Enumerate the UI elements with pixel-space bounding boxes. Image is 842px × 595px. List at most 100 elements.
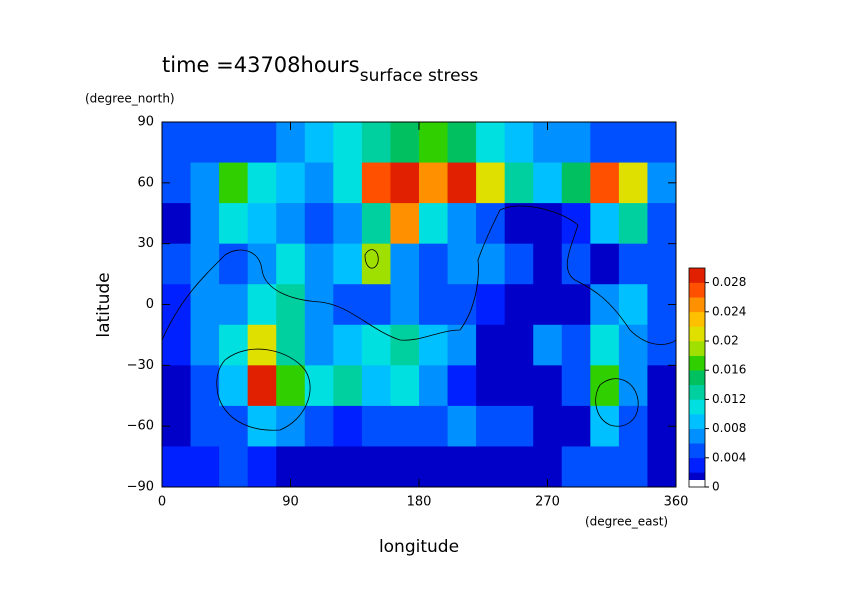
- colorbar-segment: [689, 428, 705, 444]
- colorbar-segment: [689, 282, 705, 298]
- field-cell: [219, 162, 249, 204]
- field-cell: [618, 203, 648, 245]
- field-cell: [361, 162, 391, 204]
- field-cell: [590, 284, 620, 326]
- field-cell: [419, 243, 449, 285]
- field-cell: [504, 365, 534, 407]
- field-cell: [476, 446, 506, 488]
- field-cell: [419, 324, 449, 366]
- colorbar: 0 0.004 0.008 0.012 0.016 0.02 0.024 0.028: [688, 267, 746, 494]
- field-cell: [162, 122, 192, 164]
- y-axis-label: latitude: [94, 272, 114, 337]
- field-cell: [304, 122, 334, 164]
- field-cell: [276, 405, 306, 447]
- field-cell: [276, 203, 306, 245]
- field-cell: [447, 243, 477, 285]
- y-unit: (degree_north): [85, 92, 175, 106]
- chart-title: surface stress: [360, 66, 479, 86]
- field-cell: [447, 203, 477, 245]
- colorbar-segment: [689, 326, 705, 342]
- field-cell: [419, 405, 449, 447]
- field-cell: [419, 365, 449, 407]
- colorbar-segment: [689, 399, 705, 415]
- field-cell: [390, 365, 420, 407]
- field-cell: [618, 405, 648, 447]
- field-cell: [190, 243, 220, 285]
- colorbar-segment: [689, 341, 705, 356]
- field-cell: [219, 122, 249, 164]
- field-cell: [333, 284, 363, 326]
- field-cell: [561, 243, 591, 285]
- y-tick-label: 90: [137, 115, 154, 130]
- y-tick-label: −90: [127, 480, 154, 495]
- field-cell: [190, 284, 220, 326]
- field-cell: [618, 365, 648, 407]
- field-cell: [276, 324, 306, 366]
- field-cell: [390, 122, 420, 164]
- coastline: [161, 205, 677, 345]
- colorbar-tick-label: 0.008: [712, 421, 746, 435]
- colorbar-segment: [689, 457, 705, 473]
- field-cell: [647, 446, 677, 488]
- y-tick-label: 0: [146, 297, 154, 312]
- field-cell: [219, 324, 249, 366]
- field-cell: [447, 122, 477, 164]
- colorbar-segment: [689, 297, 705, 313]
- field-cell: [590, 324, 620, 366]
- field-cell: [476, 284, 506, 326]
- colorbar-segment: [689, 443, 705, 459]
- field-cell: [561, 324, 591, 366]
- field-cell: [561, 365, 591, 407]
- field-cell: [390, 243, 420, 285]
- field-cell: [647, 243, 677, 285]
- colorbar-segment: [689, 479, 705, 488]
- field-cell: [162, 446, 192, 488]
- field-cell: [533, 324, 563, 366]
- field-cell: [162, 203, 192, 245]
- field-cell: [247, 203, 277, 245]
- field-cell: [476, 122, 506, 164]
- field-cell: [361, 203, 391, 245]
- field-cell: [590, 446, 620, 488]
- field-cell: [361, 324, 391, 366]
- field-cell: [504, 203, 534, 245]
- field-cell: [476, 324, 506, 366]
- field-cell: [618, 446, 648, 488]
- field-cell: [247, 446, 277, 488]
- y-tick-label: −60: [127, 419, 154, 434]
- field-cell: [333, 162, 363, 204]
- field-cell: [247, 324, 277, 366]
- field-cell: [618, 243, 648, 285]
- field-cell: [647, 365, 677, 407]
- field-cell: [533, 162, 563, 204]
- x-unit: (degree_east): [585, 515, 668, 529]
- field-cell: [504, 324, 534, 366]
- field-cell: [476, 243, 506, 285]
- x-tick-label: 0: [158, 495, 166, 510]
- field-cell: [219, 284, 249, 326]
- field-cell: [190, 203, 220, 245]
- field-cell: [276, 162, 306, 204]
- field-cell: [504, 284, 534, 326]
- field-cell: [304, 162, 334, 204]
- colorbar-frame: [688, 267, 706, 488]
- field-cell: [304, 405, 334, 447]
- field-cell: [361, 122, 391, 164]
- field-cell: [419, 203, 449, 245]
- colorbar-segment: [689, 384, 705, 400]
- field-cell: [419, 446, 449, 488]
- y-tick-label: 60: [137, 175, 154, 190]
- field-cell: [447, 446, 477, 488]
- field-cell: [247, 162, 277, 204]
- field-cell: [447, 324, 477, 366]
- field-cell: [247, 405, 277, 447]
- field-cell: [561, 122, 591, 164]
- coastline: [595, 378, 639, 427]
- y-tick-label: 30: [137, 236, 154, 251]
- field-cell: [333, 365, 363, 407]
- field-cell: [504, 446, 534, 488]
- field-cell: [333, 243, 363, 285]
- x-axis-label: longitude: [379, 537, 459, 557]
- axes: 0 90 180 270 360 −90 −60 −30 0 30 60 90: [127, 115, 689, 510]
- field-cell: [304, 446, 334, 488]
